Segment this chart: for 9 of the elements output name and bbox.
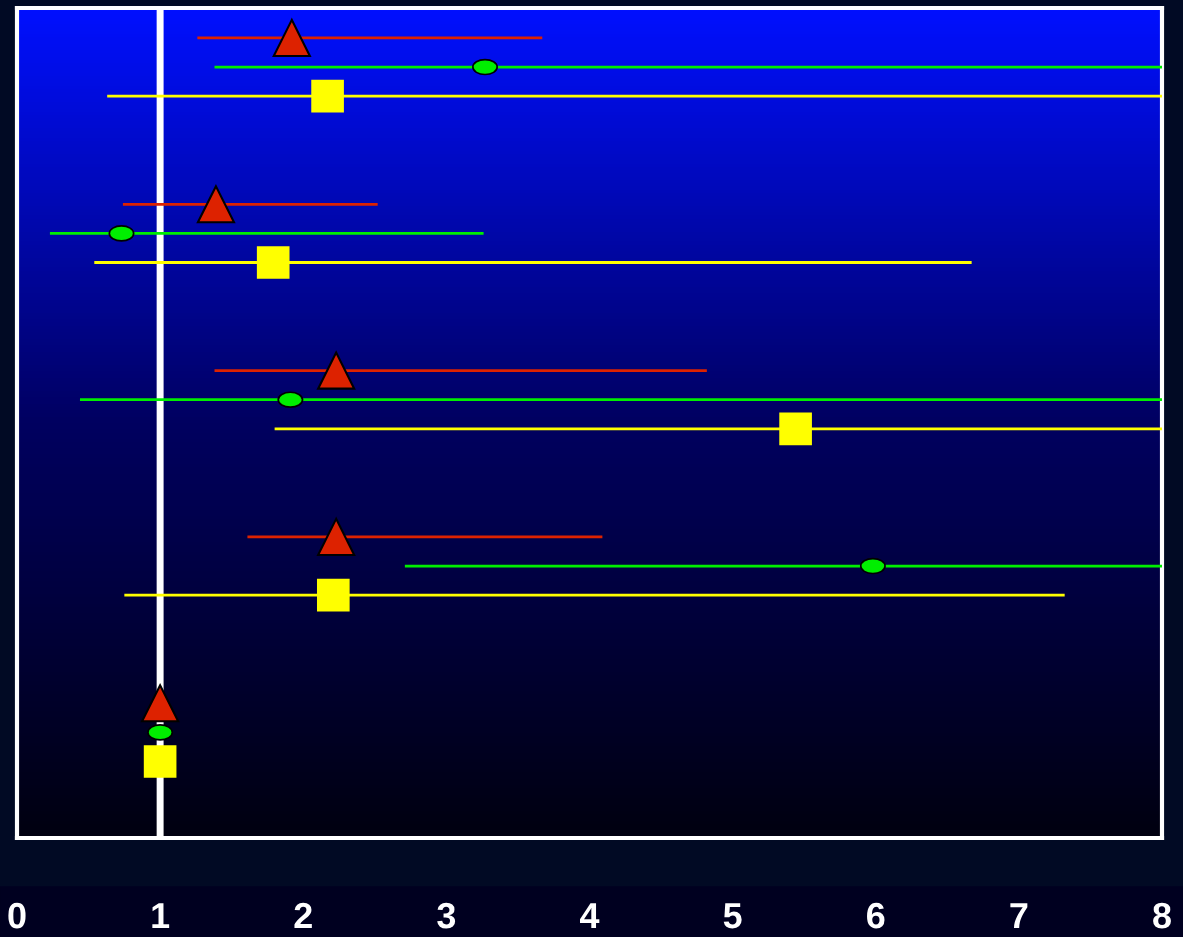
x-tick-label: 7 [1010, 903, 1028, 929]
x-tick-label: 0 [8, 902, 26, 929]
x-tick-label: 8 [1153, 902, 1171, 929]
x-tick-label: 4 [580, 903, 600, 929]
x-tick-label: 5 [723, 903, 742, 929]
x-tick-label: 2 [294, 902, 312, 929]
x-tick-label: 1 [152, 903, 170, 929]
x-tick-label: 6 [867, 902, 885, 929]
x-tick-label: 3 [437, 902, 456, 929]
